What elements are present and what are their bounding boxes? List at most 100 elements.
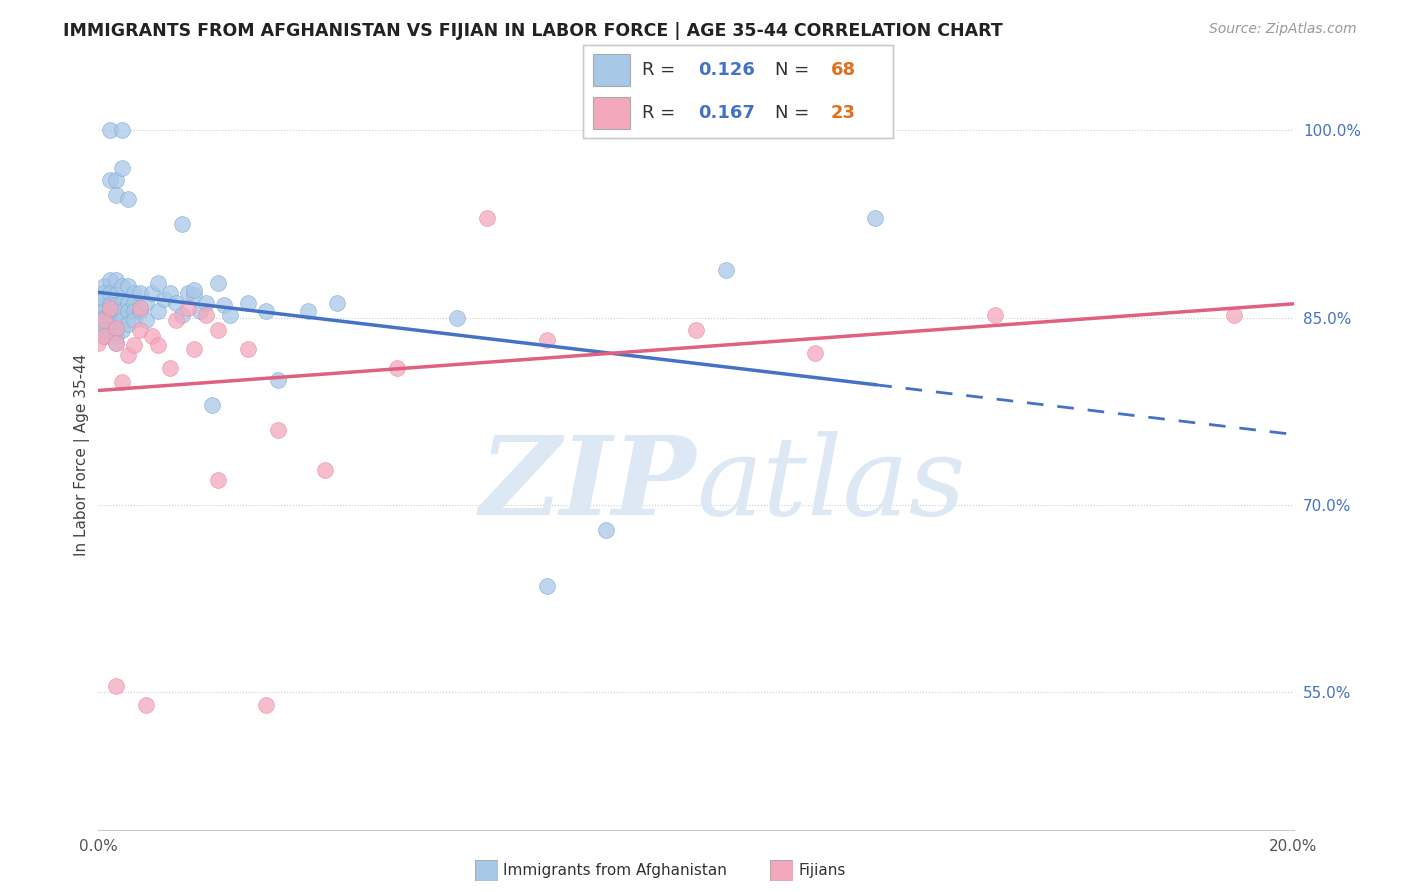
Point — [595, 523, 617, 537]
Point — [141, 329, 163, 343]
Point — [98, 273, 122, 287]
Point — [172, 217, 194, 231]
Text: R =: R = — [643, 104, 682, 122]
Point — [177, 301, 200, 315]
Point — [188, 304, 211, 318]
Point — [165, 295, 187, 310]
Point — [117, 348, 139, 362]
Point — [87, 298, 110, 312]
Point — [297, 304, 319, 318]
Point — [105, 288, 128, 302]
Point — [98, 298, 122, 312]
Point — [117, 279, 139, 293]
Point — [714, 263, 737, 277]
Point — [475, 211, 498, 225]
Point — [98, 123, 122, 137]
Point — [159, 285, 181, 300]
Point — [984, 308, 1007, 322]
Point — [685, 323, 707, 337]
Bar — [593, 54, 630, 86]
Point — [105, 679, 128, 693]
Point — [315, 463, 337, 477]
Text: 23: 23 — [831, 104, 856, 122]
Point — [105, 304, 128, 318]
Point — [105, 335, 128, 350]
Text: 68: 68 — [831, 61, 856, 78]
Point — [536, 333, 558, 347]
Point — [117, 192, 139, 206]
Point — [105, 188, 128, 202]
Point — [93, 292, 115, 306]
Point — [165, 313, 187, 327]
Point — [141, 285, 163, 300]
Point — [98, 301, 122, 315]
Point — [93, 310, 115, 325]
Point — [195, 308, 218, 322]
Text: N =: N = — [775, 104, 815, 122]
Point — [124, 295, 146, 310]
Point — [124, 313, 146, 327]
Point — [93, 279, 115, 293]
Point — [87, 301, 110, 315]
Point — [124, 304, 146, 318]
Point — [111, 304, 134, 318]
Point — [98, 304, 122, 318]
Text: Source: ZipAtlas.com: Source: ZipAtlas.com — [1209, 22, 1357, 37]
Point — [177, 285, 200, 300]
Point — [87, 323, 110, 337]
Point — [117, 295, 139, 310]
Text: N =: N = — [775, 61, 815, 78]
Point — [93, 285, 115, 300]
Point — [195, 295, 218, 310]
Point — [865, 211, 887, 225]
Point — [236, 342, 259, 356]
Point — [183, 342, 205, 356]
Text: Immigrants from Afghanistan: Immigrants from Afghanistan — [503, 863, 727, 878]
Point — [254, 698, 277, 712]
Bar — [593, 97, 630, 129]
Point — [201, 398, 224, 412]
Point — [111, 279, 134, 293]
Point — [93, 329, 115, 343]
Point — [111, 376, 134, 390]
Point — [105, 335, 128, 350]
Point — [105, 273, 128, 287]
Point — [124, 338, 146, 352]
Text: IMMIGRANTS FROM AFGHANISTAN VS FIJIAN IN LABOR FORCE | AGE 35-44 CORRELATION CHA: IMMIGRANTS FROM AFGHANISTAN VS FIJIAN IN… — [63, 22, 1002, 40]
Y-axis label: In Labor Force | Age 35-44: In Labor Force | Age 35-44 — [75, 354, 90, 556]
Point — [148, 276, 170, 290]
Point — [148, 338, 170, 352]
Point — [105, 173, 128, 187]
Point — [98, 329, 122, 343]
Point — [98, 313, 122, 327]
Point — [93, 323, 115, 337]
Point — [219, 308, 242, 322]
Point — [87, 335, 110, 350]
Point — [135, 698, 157, 712]
Point — [105, 298, 128, 312]
Point — [105, 317, 128, 331]
Point — [98, 323, 122, 337]
Point — [105, 320, 128, 334]
Point — [111, 313, 134, 327]
Text: 0.167: 0.167 — [697, 104, 755, 122]
Text: 0.126: 0.126 — [697, 61, 755, 78]
Point — [87, 310, 110, 325]
Point — [183, 288, 205, 302]
Point — [129, 323, 152, 337]
Text: ZIP: ZIP — [479, 431, 696, 539]
Point — [117, 317, 139, 331]
Point — [153, 292, 176, 306]
Point — [207, 473, 229, 487]
Point — [87, 304, 110, 318]
Point — [446, 310, 468, 325]
Point — [1223, 308, 1246, 322]
Point — [129, 285, 152, 300]
Point — [98, 173, 122, 187]
Point — [93, 304, 115, 318]
Point — [804, 345, 827, 359]
Point — [135, 295, 157, 310]
Point — [267, 373, 290, 387]
Text: R =: R = — [643, 61, 682, 78]
Point — [207, 323, 229, 337]
